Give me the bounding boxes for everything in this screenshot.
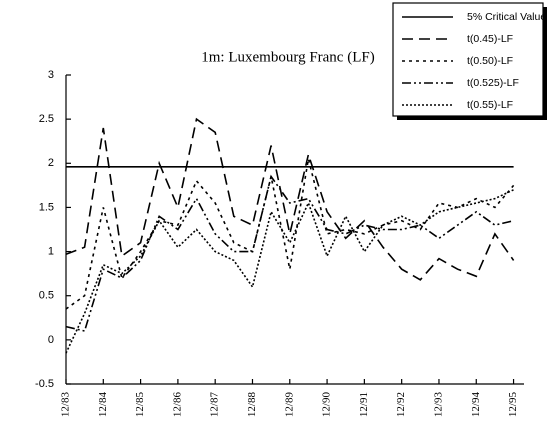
x-tick-label: 12/87 bbox=[209, 392, 221, 418]
y-tick-label: 1 bbox=[48, 245, 54, 257]
legend-label: t(0.45)-LF bbox=[467, 33, 513, 45]
y-tick-label: 0.5 bbox=[39, 290, 54, 302]
x-tick-label: 12/94 bbox=[470, 392, 482, 418]
y-tick-label: 2.5 bbox=[39, 113, 54, 125]
x-tick-label: 12/95 bbox=[507, 392, 519, 418]
x-tick-label: 12/88 bbox=[246, 392, 258, 418]
legend-box bbox=[392, 2, 544, 117]
legend-label: 5% Critical Value bbox=[467, 11, 546, 23]
x-tick-label: 12/91 bbox=[358, 392, 370, 417]
x-tick-label: 12/89 bbox=[283, 392, 295, 418]
series-line bbox=[65, 158, 515, 310]
x-tick-label: 12/92 bbox=[395, 392, 407, 417]
y-tick-label: -0.5 bbox=[35, 378, 54, 390]
series-line bbox=[65, 117, 515, 281]
x-tick-label: 12/84 bbox=[97, 392, 109, 418]
y-tick-label: 1.5 bbox=[39, 201, 54, 213]
legend-label: t(0.50)-LF bbox=[467, 55, 513, 67]
y-tick-label: 0 bbox=[48, 334, 54, 346]
x-tick-label: 12/90 bbox=[321, 392, 333, 418]
chart-title: 1m: Luxembourg Franc (LF) bbox=[201, 49, 374, 65]
x-tick-label: 12/93 bbox=[432, 392, 444, 418]
series-line bbox=[65, 189, 514, 354]
x-tick-label: 12/83 bbox=[60, 392, 72, 418]
y-tick-label: 2 bbox=[48, 157, 54, 169]
x-tick-label: 12/86 bbox=[171, 392, 183, 418]
series-line bbox=[65, 174, 514, 332]
x-tick-label: 12/85 bbox=[134, 392, 146, 418]
legend-label: t(0.525)-LF bbox=[467, 77, 519, 89]
legend-label: t(0.55)-LF bbox=[467, 99, 513, 111]
y-tick-label: 3 bbox=[48, 69, 54, 81]
